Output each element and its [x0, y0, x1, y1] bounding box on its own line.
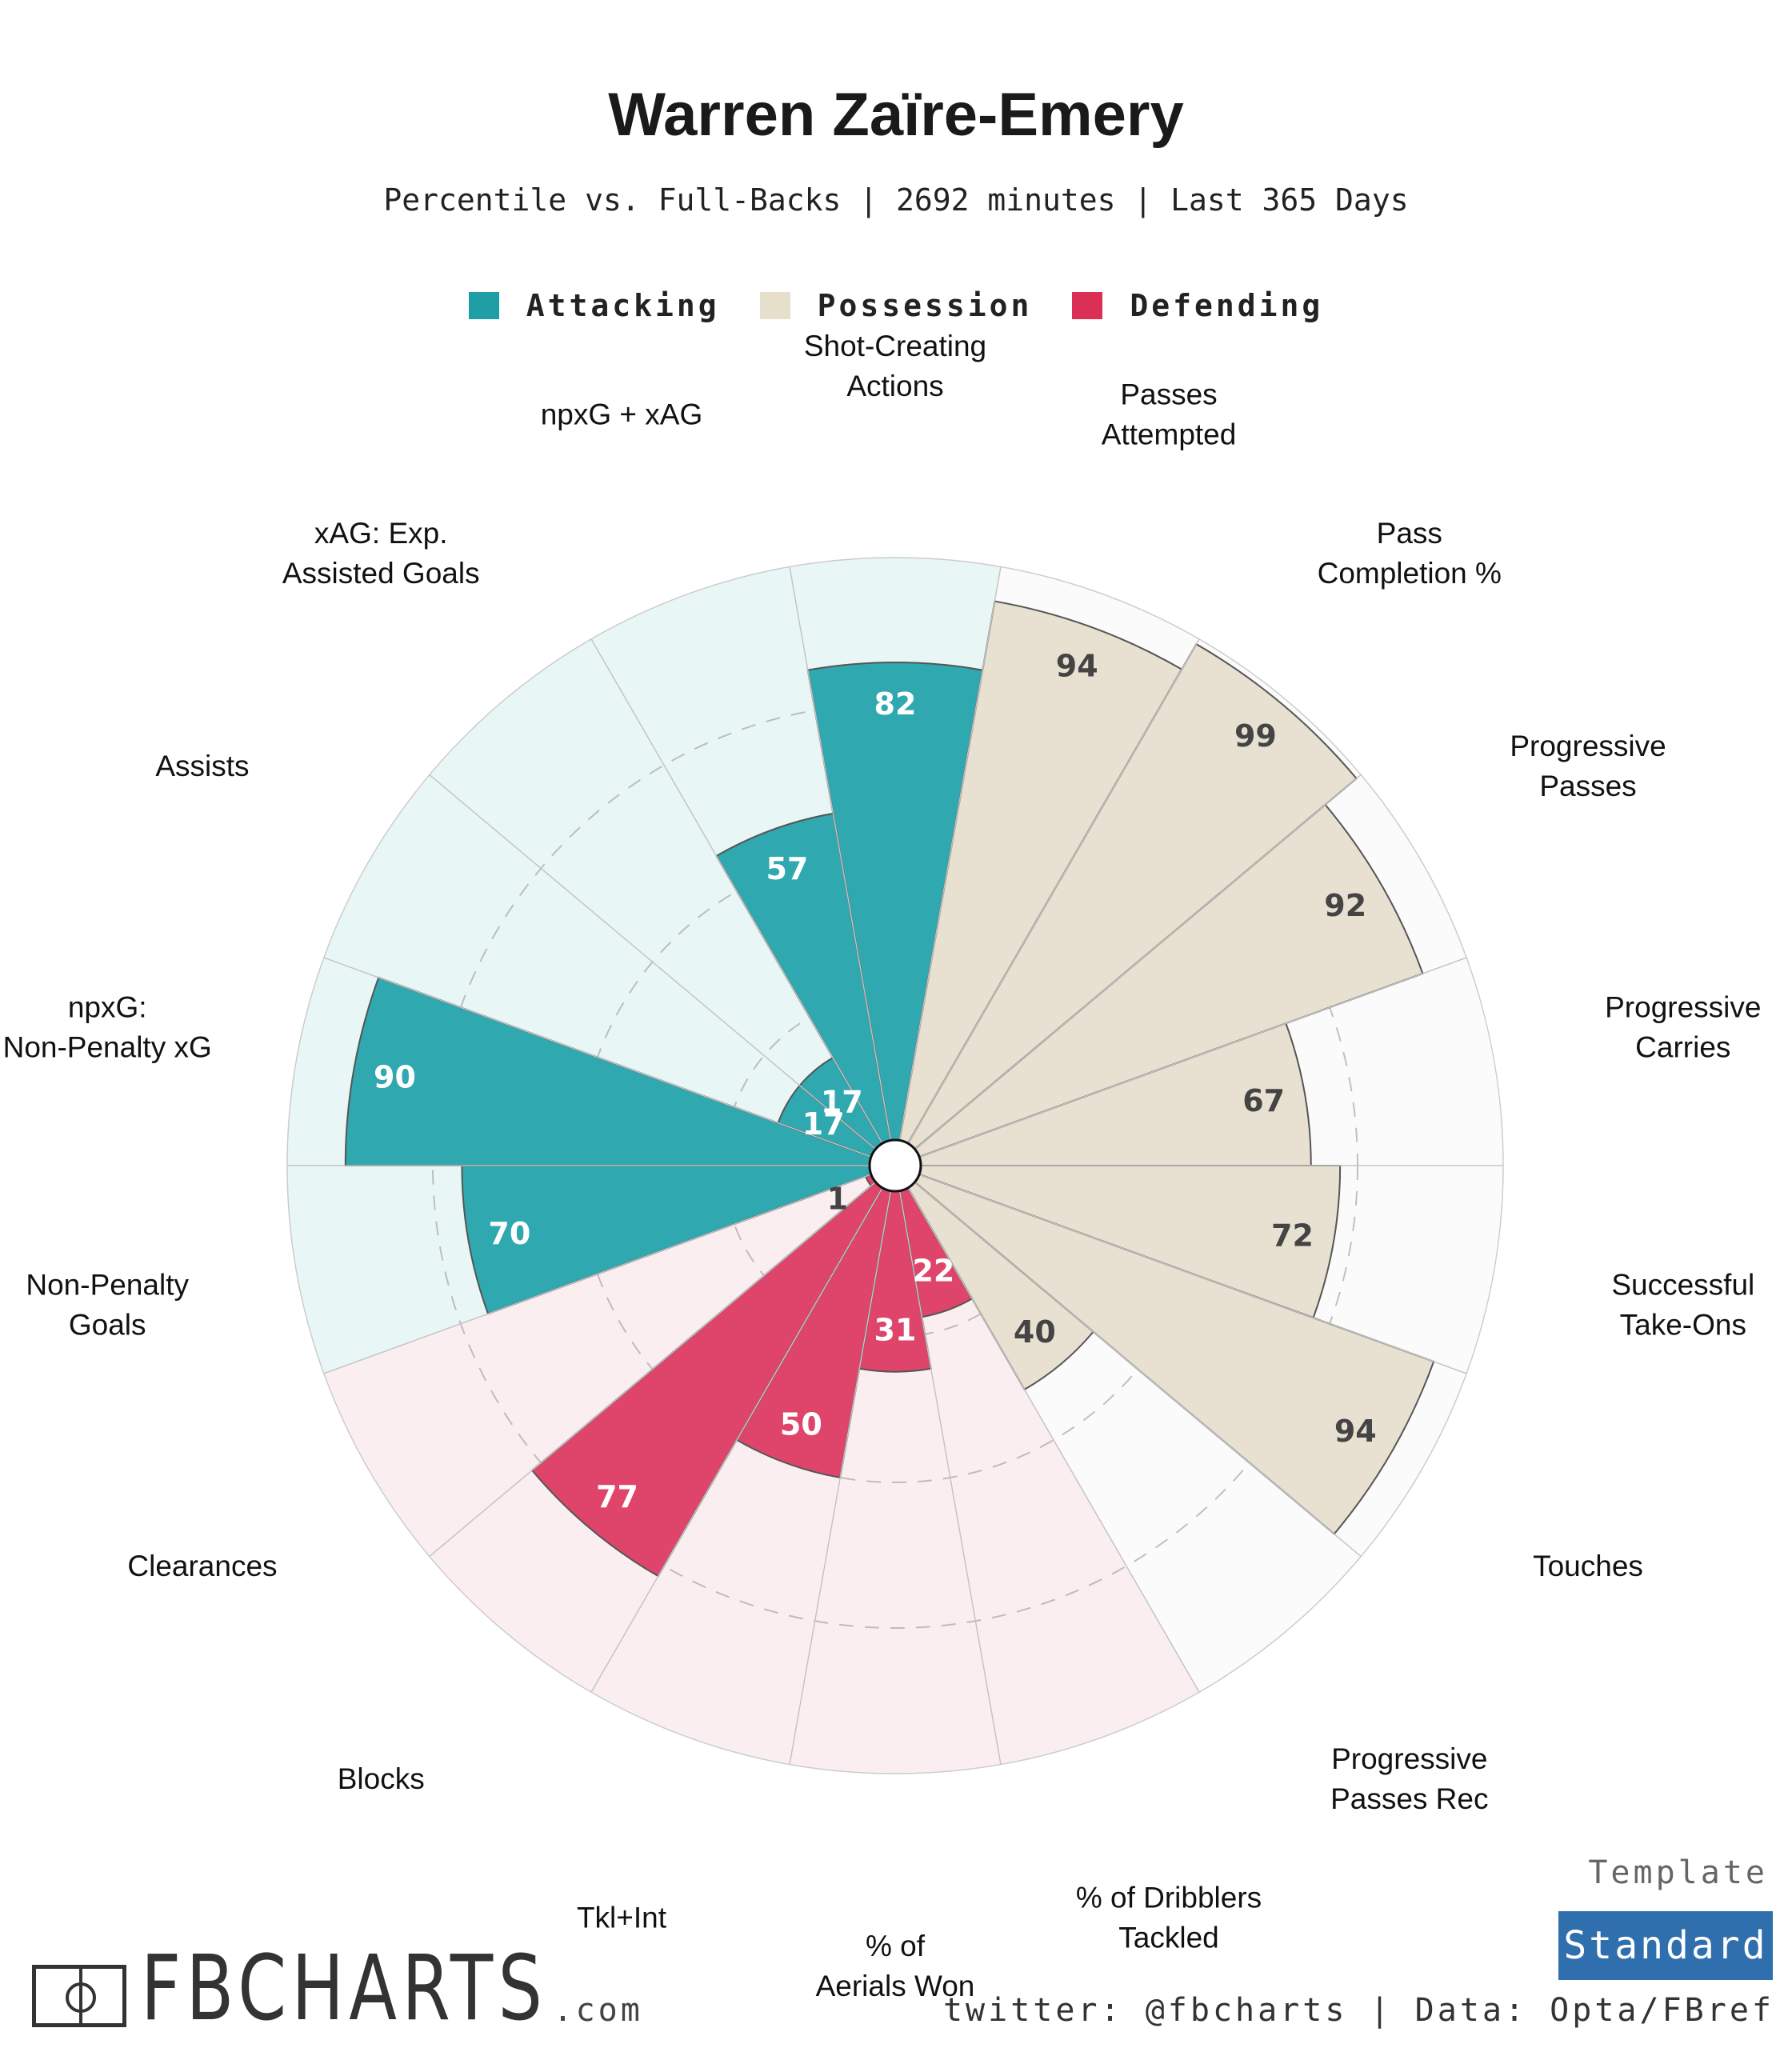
chart-subtitle: Percentile vs. Full-Backs | 2692 minutes… — [383, 182, 1409, 218]
category-label-non-penalty-goals: Non-Penalty Goals — [26, 1269, 189, 1342]
category-label-progressive-passes: Progressive Passes — [1510, 730, 1666, 802]
divider-13 — [323, 1174, 872, 1374]
category-label-passes-attempted: Passes Attempted — [1102, 378, 1237, 450]
sector-bg-of-dribblers-tackled — [899, 1187, 1199, 1765]
legend-swatch-possession — [759, 292, 790, 319]
value-label-of-dribblers-tackled: 22 — [912, 1254, 954, 1289]
brand-suffix: .com — [553, 1992, 643, 2029]
legend-label-defending: Defending — [1130, 288, 1324, 323]
data-credit: twitter: @fbcharts | Data: Opta/FBref — [942, 1992, 1774, 2029]
value-label-of-aerials-won: 31 — [874, 1313, 917, 1348]
value-label-npxg-non-penalty-xg: 90 — [374, 1060, 416, 1095]
brand-name: FBCHARTS — [141, 1937, 548, 2041]
category-label-assists: Assists — [155, 750, 249, 782]
divider-4 — [918, 957, 1467, 1158]
center-hole — [868, 1138, 922, 1193]
category-labels: Shot-Creating Actions Passes Attempted Pass C… — [3, 330, 1762, 2002]
category-label-tkl-int: Tkl+Int — [577, 1902, 667, 1934]
value-label-shot-creating-actions: 82 — [874, 686, 917, 722]
divider-17 — [590, 638, 883, 1144]
value-label-pass-completion: 99 — [1234, 718, 1277, 754]
sector-dividers — [287, 566, 1503, 1765]
value-label-non-penalty-goals: 70 — [488, 1216, 530, 1251]
value-label-assists: 17 — [802, 1106, 845, 1142]
category-label-npxg-xag: npxG + xAG — [541, 398, 703, 430]
legend-label-possession: Possession — [817, 288, 1033, 323]
category-label-shot-creating-actions: Shot-Creating Actions — [804, 330, 986, 402]
value-label-progressive-passes: 92 — [1324, 888, 1366, 923]
divider-15 — [323, 957, 872, 1158]
bars — [344, 600, 1435, 1578]
divider-8 — [907, 1187, 1200, 1693]
pitch-icon — [32, 1965, 126, 2027]
divider-1 — [898, 566, 1002, 1141]
divider-7 — [914, 1181, 1362, 1558]
legend-item-attacking: Attacking — [468, 288, 720, 323]
value-label-blocks: 77 — [596, 1479, 638, 1514]
legend-swatch-defending — [1072, 292, 1103, 319]
template-label: Template — [1588, 1854, 1768, 1891]
category-label-pass-completion: Pass Completion % — [1318, 517, 1502, 590]
divider-6 — [918, 1174, 1467, 1374]
value-label-clearances: 1 — [827, 1182, 848, 1217]
value-label-tkl-int: 50 — [780, 1406, 822, 1442]
divider-12 — [429, 1181, 876, 1558]
sector-bg-assists — [323, 774, 876, 1158]
category-label-xag-exp-assisted-goals: xAG: Exp. Assisted Goals — [282, 517, 480, 590]
fbcharts-logo: FBCHARTS .com — [32, 1944, 643, 2034]
legend-label-attacking: Attacking — [526, 288, 720, 323]
divider-16 — [429, 774, 876, 1150]
legend-swatch-attacking — [468, 292, 499, 319]
category-label-successful-take-ons: Successful Take-Ons — [1611, 1269, 1754, 1342]
category-label-progressive-carries: Progressive Carries — [1605, 990, 1761, 1063]
value-label-npxg-xag: 57 — [766, 851, 808, 886]
category-label-progressive-passes-rec: Progressive Passes Rec — [1330, 1742, 1488, 1815]
divider-9 — [898, 1190, 1002, 1765]
value-label-passes-attempted: 94 — [1056, 649, 1098, 684]
category-label-touches: Touches — [1533, 1550, 1643, 1582]
category-label-of-dribblers-tackled: % of Dribblers Tackled — [1076, 1882, 1262, 1954]
sector-bg-xag-exp-assisted-goals — [429, 638, 882, 1150]
category-label-npxg-non-penalty-xg: npxG: Non-Penalty xG — [3, 990, 212, 1063]
value-label-progressive-carries: 67 — [1242, 1083, 1285, 1118]
chart-title: Warren Zaïre-Emery — [608, 81, 1184, 149]
category-label-of-aerials-won: % of Aerials Won — [816, 1930, 975, 2002]
divider-2 — [907, 638, 1200, 1144]
value-label-touches: 94 — [1334, 1414, 1377, 1449]
sector-bg-clearances — [323, 1174, 876, 1557]
divider-10 — [789, 1190, 892, 1765]
legend-item-possession: Possession — [759, 288, 1033, 323]
legend: Attacking Possession Defending — [0, 288, 1792, 323]
category-label-clearances: Clearances — [127, 1550, 277, 1582]
divider-0 — [789, 566, 892, 1141]
template-badge: Standard — [1558, 1911, 1773, 1980]
value-label-xag-exp-assisted-goals: 17 — [821, 1085, 863, 1120]
divider-3 — [914, 774, 1362, 1150]
category-label-blocks: Blocks — [338, 1762, 425, 1795]
legend-item-defending: Defending — [1072, 288, 1323, 323]
value-label-successful-take-ons: 72 — [1271, 1218, 1314, 1254]
divider-11 — [590, 1187, 883, 1693]
value-label-progressive-passes-rec: 40 — [1014, 1314, 1056, 1350]
